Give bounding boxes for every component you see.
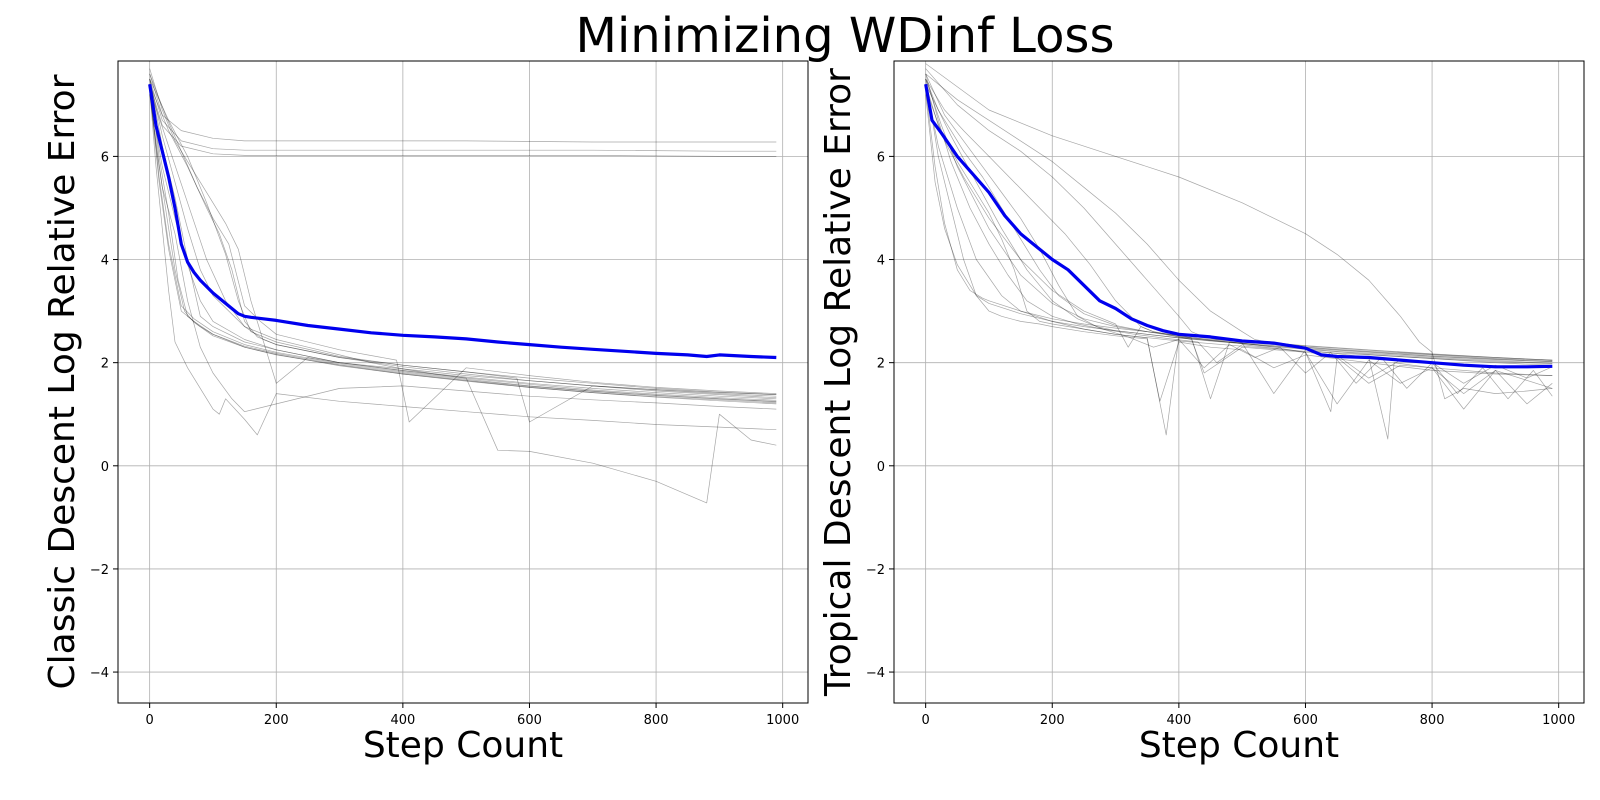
- sample-series-line: [925, 78, 1553, 366]
- grid: [118, 61, 808, 703]
- y-tick-label: −2: [90, 563, 109, 578]
- sample-series-line: [149, 84, 777, 403]
- sample-series-line: [149, 73, 777, 423]
- y-tick-label: 4: [101, 254, 109, 269]
- y-tick-label: −4: [866, 666, 885, 681]
- sample-series-line: [925, 94, 1553, 402]
- sample-series-line: [149, 89, 777, 436]
- grid: [894, 61, 1584, 703]
- axes-frame: [893, 60, 1585, 704]
- chart-tropical-descent: 0 200 400 600 800 1000 −4 −2 0 2 4 6 Step Count Tropi…: [818, 60, 1585, 766]
- x-axis-label: Step Count: [1139, 725, 1339, 766]
- y-tick-label: 6: [101, 150, 109, 165]
- sample-series-line: [925, 78, 1553, 364]
- y-tick-label: 4: [877, 254, 885, 269]
- y-tick-label: 6: [877, 150, 885, 165]
- sample-series-line: [925, 73, 1553, 362]
- x-tick-label: 600: [517, 713, 542, 728]
- sample-series-line: [149, 84, 777, 397]
- sample-series-line: [149, 94, 777, 413]
- x-tick-label: 800: [644, 713, 669, 728]
- sample-series-line: [925, 73, 1553, 384]
- sample-series-line: [149, 78, 777, 504]
- x-axis-label: Step Count: [363, 725, 563, 766]
- sample-series-line: [149, 78, 777, 152]
- y-tick-label: 0: [877, 460, 885, 475]
- x-tick-label: 1000: [766, 713, 799, 728]
- sample-series-line: [925, 89, 1553, 362]
- sample-series-line: [149, 73, 777, 143]
- figure-title: Minimizing WDinf Loss: [576, 8, 1115, 64]
- sample-series-line: [925, 78, 1553, 410]
- mean-series-line: [924, 83, 1553, 369]
- sample-series-line: [925, 78, 1553, 361]
- chart-classic-descent: 0 200 400 600 800 1000 −4 −2 0 2 4 6 Step Count Class…: [42, 60, 809, 766]
- series-group: [148, 68, 777, 504]
- x-tick-label: 800: [1420, 713, 1445, 728]
- axes-frame: [117, 60, 809, 704]
- sample-series-line: [149, 84, 777, 402]
- y-axis-label: Classic Descent Log Relative Error: [42, 74, 83, 689]
- mean-series-line: [148, 83, 777, 360]
- sample-series-line: [925, 73, 1553, 361]
- y-tick-label: 2: [877, 357, 885, 372]
- x-tick-label: 400: [1166, 713, 1191, 728]
- y-tick-label: 0: [101, 460, 109, 475]
- sample-series-line: [149, 68, 777, 395]
- sample-series-line: [925, 84, 1553, 400]
- y-tick-label: −2: [866, 563, 885, 578]
- sample-series-line: [149, 89, 777, 423]
- sample-series-line: [925, 68, 1553, 361]
- sample-series-line: [925, 63, 1553, 400]
- y-tick-label: −4: [90, 666, 109, 681]
- sample-series-line: [149, 89, 777, 405]
- x-tick-label: 400: [390, 713, 415, 728]
- x-tick-label: 0: [922, 713, 930, 728]
- x-tick-label: 1000: [1542, 713, 1575, 728]
- sample-series-line: [925, 84, 1553, 365]
- sample-series-line: [149, 84, 777, 157]
- sample-series-line: [925, 89, 1553, 440]
- sample-series-line: [925, 84, 1553, 436]
- sample-series-line: [149, 78, 777, 400]
- x-tick-label: 200: [264, 713, 289, 728]
- y-tick-label: 2: [101, 357, 109, 372]
- sample-series-line: [149, 78, 777, 395]
- x-tick-label: 0: [146, 713, 154, 728]
- sample-series-line: [149, 89, 777, 404]
- x-tick-label: 200: [1040, 713, 1065, 728]
- series-group: [924, 63, 1553, 440]
- y-axis-label: Tropical Descent Log Relative Error: [818, 68, 859, 697]
- x-tick-label: 600: [1293, 713, 1318, 728]
